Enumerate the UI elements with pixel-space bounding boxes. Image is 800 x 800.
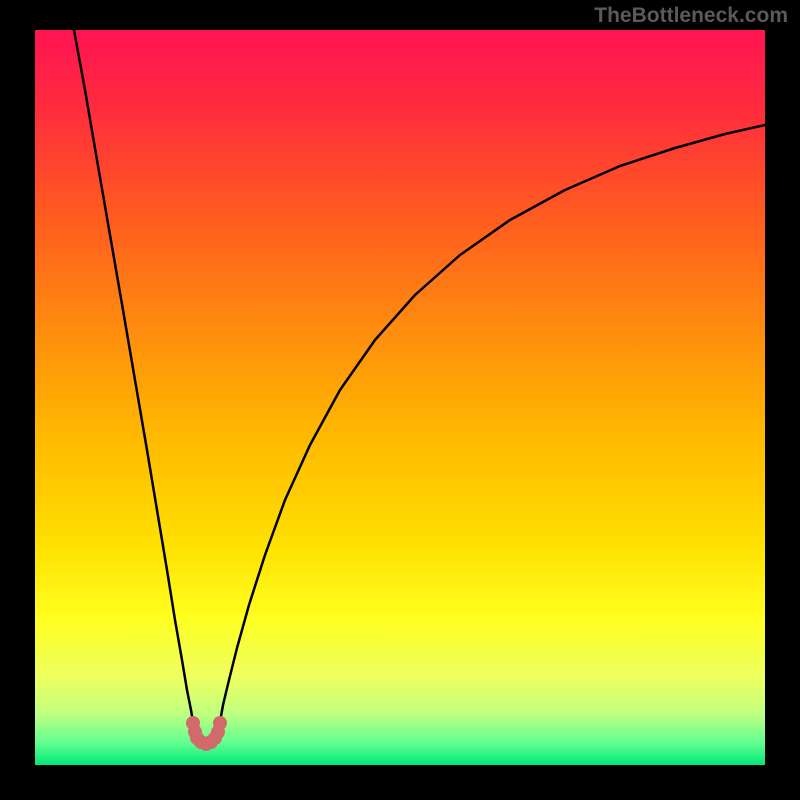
watermark-text: TheBottleneck.com: [594, 4, 788, 28]
marker-dot: [213, 716, 227, 730]
left-curve: [74, 30, 193, 722]
right-curve: [220, 125, 765, 722]
plot-area: [35, 30, 765, 765]
chart-container: TheBottleneck.com: [0, 0, 800, 800]
bottleneck-curve-svg: [35, 30, 765, 765]
